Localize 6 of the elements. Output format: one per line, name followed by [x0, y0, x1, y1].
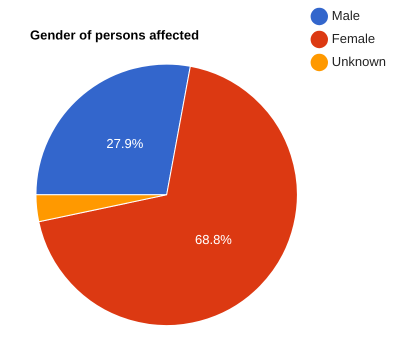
legend-label: Unknown — [332, 54, 386, 70]
data-label: 27.9% — [106, 136, 144, 152]
text: Gender of persons affected — [30, 27, 200, 42]
data-label: 68.8% — [195, 232, 232, 248]
legend-label: Male — [332, 8, 360, 24]
legend-label: Female — [332, 31, 376, 46]
